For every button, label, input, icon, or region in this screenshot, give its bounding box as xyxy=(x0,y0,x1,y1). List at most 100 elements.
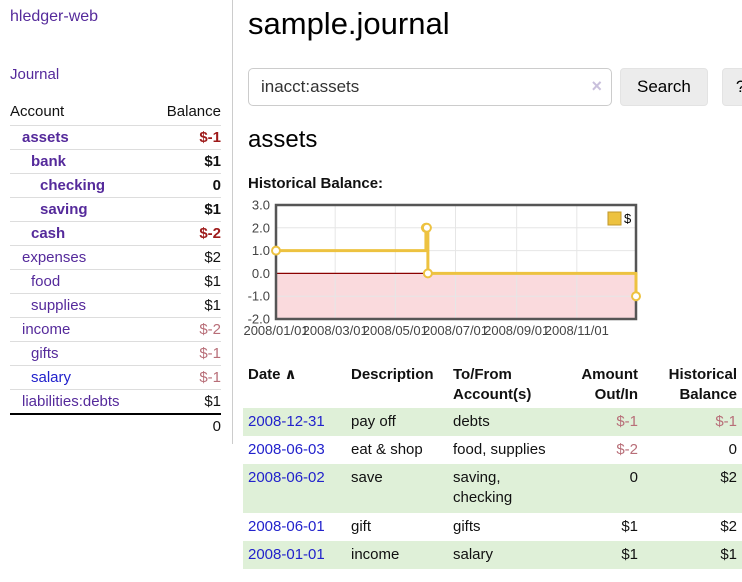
register-date-cell: 2008-12-31 xyxy=(243,408,346,436)
account-row: checking 0 xyxy=(10,173,221,198)
transaction-date-link[interactable]: 2008-06-02 xyxy=(248,469,325,486)
page-title: sample.journal xyxy=(248,6,450,41)
account-link[interactable]: income xyxy=(22,321,71,338)
register-date-cell: 2008-06-03 xyxy=(243,436,346,464)
register-description: pay off xyxy=(351,412,396,430)
register-header-tofrom: To/From Account(s) xyxy=(453,366,532,404)
register-row: 2008-12-31 pay off debts $-1 $-1 xyxy=(243,407,742,436)
account-name-cell: saving xyxy=(10,197,152,222)
account-link[interactable]: saving xyxy=(40,201,88,218)
account-link[interactable]: cash xyxy=(31,225,66,242)
register-amount: 0 xyxy=(629,469,638,486)
account-row: gifts $-1 xyxy=(10,341,221,366)
search-button[interactable]: Search xyxy=(620,68,708,106)
search-input[interactable] xyxy=(248,68,612,106)
sort-ascending-icon: ∧ xyxy=(284,366,297,383)
account-balance: $1 xyxy=(151,293,221,318)
account-row: cash $-2 xyxy=(10,221,221,246)
accounts-total-value: 0 xyxy=(151,413,221,438)
register-accounts: salary xyxy=(453,545,494,563)
sidebar: hledger-web Journal Account Balance asse… xyxy=(0,0,233,444)
account-link[interactable]: assets xyxy=(22,129,69,146)
y-axis-tick-label: 2.0 xyxy=(252,220,270,235)
data-point-marker xyxy=(271,245,281,256)
data-point-marker xyxy=(421,222,432,233)
register-balance: $1 xyxy=(720,545,737,563)
account-row: salary $-1 xyxy=(10,365,221,390)
account-row: food $1 xyxy=(10,269,221,294)
account-balance: $-2 xyxy=(151,317,221,342)
account-link[interactable]: gifts xyxy=(31,345,59,362)
chart-title: Historical Balance: xyxy=(248,175,384,192)
register-row: 2008-06-01 gift gifts $1 $2 xyxy=(243,513,742,541)
account-link[interactable]: bank xyxy=(31,153,67,170)
register-header-historical: Historical Balance xyxy=(668,366,737,404)
transaction-date-link[interactable]: 2008-12-31 xyxy=(248,412,325,430)
y-axis-tick-label: 1.0 xyxy=(252,243,270,258)
hledger-web-app: hledger-web Journal Account Balance asse… xyxy=(0,0,742,569)
transaction-date-link[interactable]: 2008-06-01 xyxy=(248,517,325,535)
account-link[interactable]: checking xyxy=(40,177,106,194)
register-table: Date ∧ Description To/From Account(s) Amo… xyxy=(243,363,742,569)
account-balance: $-1 xyxy=(151,125,221,150)
legend-label: $ xyxy=(624,211,632,226)
register-balance: $2 xyxy=(720,469,737,486)
account-balance: $1 xyxy=(151,149,221,174)
x-axis-tick-label: 2008/01/01 xyxy=(243,323,308,338)
search-form: × Search ? xyxy=(248,68,742,106)
plot-border xyxy=(274,203,638,321)
historical-balance-chart[interactable]: 2008/01/01 2008/03/01 2008/05/01 2008/07/01… xyxy=(243,198,742,349)
account-name-cell: liabilities:debts xyxy=(10,389,152,414)
account-row: supplies $1 xyxy=(10,293,221,318)
account-link[interactable]: liabilities:debts xyxy=(22,393,120,410)
register-date-cell: 2008-06-02 xyxy=(243,464,346,513)
account-name-cell: supplies xyxy=(10,293,152,318)
register-description: save xyxy=(351,469,383,486)
accounts-header-balance: Balance xyxy=(166,103,221,120)
legend-swatch xyxy=(607,211,622,226)
account-link[interactable]: salary xyxy=(31,369,72,386)
register-header-row: Date ∧ Description To/From Account(s) Amo… xyxy=(243,363,742,408)
account-name-cell: cash xyxy=(10,221,152,246)
main-content: sample.journal × Search ? assets Histori… xyxy=(233,0,742,569)
account-link[interactable]: supplies xyxy=(31,297,87,314)
clear-search-icon[interactable]: × xyxy=(591,76,602,96)
register-balance: $2 xyxy=(720,517,737,535)
brand-link[interactable]: hledger-web xyxy=(10,8,99,25)
x-axis-tick-label: 2008/07/01 xyxy=(423,323,488,338)
account-name-cell: gifts xyxy=(10,341,152,366)
register-description: eat & shop xyxy=(351,440,423,458)
account-row: liabilities:debts $1 xyxy=(10,389,221,414)
account-name-cell: bank xyxy=(10,149,152,174)
x-axis-tick-label: 2008/03/01 xyxy=(303,323,368,338)
accounts-header-account: Account xyxy=(10,103,65,120)
register-header-date[interactable]: Date ∧ xyxy=(243,363,346,408)
account-link[interactable]: expenses xyxy=(22,249,87,266)
account-balance: $1 xyxy=(151,197,221,222)
x-axis-tick-label: 2008/05/01 xyxy=(363,323,428,338)
register-row: 2008-06-03 eat & shop food, supplies $-2 0 xyxy=(243,436,742,464)
account-link[interactable]: food xyxy=(31,273,61,290)
account-balance: $2 xyxy=(151,245,221,270)
register-row: 2008-01-01 income salary $1 $1 xyxy=(243,540,742,569)
register-amount: $-2 xyxy=(616,440,638,458)
register-row: 2008-06-02 save saving, checking 0 $2 xyxy=(243,464,742,513)
accounts-total-spacer xyxy=(10,413,152,438)
account-heading: assets xyxy=(248,126,318,153)
sidebar-item-journal[interactable]: Journal xyxy=(10,66,60,83)
transaction-date-link[interactable]: 2008-01-01 xyxy=(248,545,325,563)
y-axis-tick-label: 3.0 xyxy=(252,198,270,213)
x-axis-tick-label: 2008/09/01 xyxy=(484,323,549,338)
register-balance: 0 xyxy=(728,440,737,458)
transaction-date-link[interactable]: 2008-06-03 xyxy=(248,440,325,458)
chart-svg: 2008/01/012008/03/012008/05/012008/07/01… xyxy=(243,198,641,338)
account-row: income $-2 xyxy=(10,317,221,342)
register-amount: $1 xyxy=(621,517,638,535)
register-header-date-label: Date xyxy=(248,366,281,383)
x-axis-tick-label: 2008/11/01 xyxy=(545,323,609,338)
account-balance: $1 xyxy=(151,269,221,294)
help-button[interactable]: ? xyxy=(721,68,742,106)
account-name-cell: assets xyxy=(10,125,152,150)
register-description: gift xyxy=(351,517,372,535)
register-accounts: gifts xyxy=(453,517,481,535)
